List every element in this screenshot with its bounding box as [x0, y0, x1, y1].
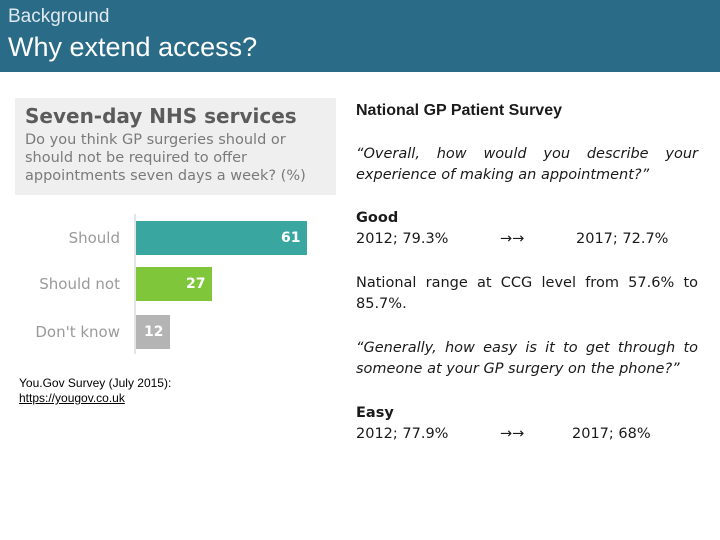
q1-from-value: 2012; 79.3% [356, 231, 449, 247]
bar [136, 267, 212, 301]
yougov-credit: You.Gov Survey (July 2015): https://youg… [19, 376, 171, 406]
yougov-header-box: Seven-day NHS services Do you think GP s… [15, 98, 336, 195]
q1-answer-label: Good [356, 210, 399, 226]
q2-from-value: 2012; 77.9% [356, 426, 449, 442]
chart-axis-line [134, 214, 136, 354]
bar-value-label: 12 [144, 324, 164, 340]
bar-label: Don't know [35, 323, 120, 341]
q2-arrow: →→ [500, 426, 525, 442]
bar [136, 221, 307, 255]
bar-value-label: 61 [281, 230, 301, 246]
ccg-range-note: National range at CCG level from 57.6% t… [356, 275, 698, 312]
survey-question-1: “Overall, how would you describe your ex… [356, 146, 698, 183]
yougov-question: Do you think GP surgeries should or shou… [25, 132, 306, 184]
q1-to-value: 2017; 72.7% [576, 231, 669, 247]
q2-to-value: 2017; 68% [572, 426, 651, 442]
header-bar: Background Why extend access? [0, 0, 720, 72]
bar-label: Should not [39, 275, 120, 293]
section-label: Background [8, 6, 110, 27]
survey-heading: National GP Patient Survey [356, 102, 562, 119]
survey-question-2: “Generally, how easy is it to get throug… [356, 340, 698, 377]
yougov-title: Seven-day NHS services [25, 104, 297, 128]
yougov-link[interactable]: https://yougov.co.uk [19, 391, 125, 405]
bar-label: Should [68, 229, 120, 247]
q1-arrow: →→ [500, 231, 525, 247]
credit-text: You.Gov Survey (July 2015): [19, 376, 172, 390]
bar-value-label: 27 [186, 276, 206, 292]
q2-answer-label: Easy [356, 405, 394, 421]
slide-title: Why extend access? [8, 32, 258, 62]
bar [136, 315, 170, 349]
